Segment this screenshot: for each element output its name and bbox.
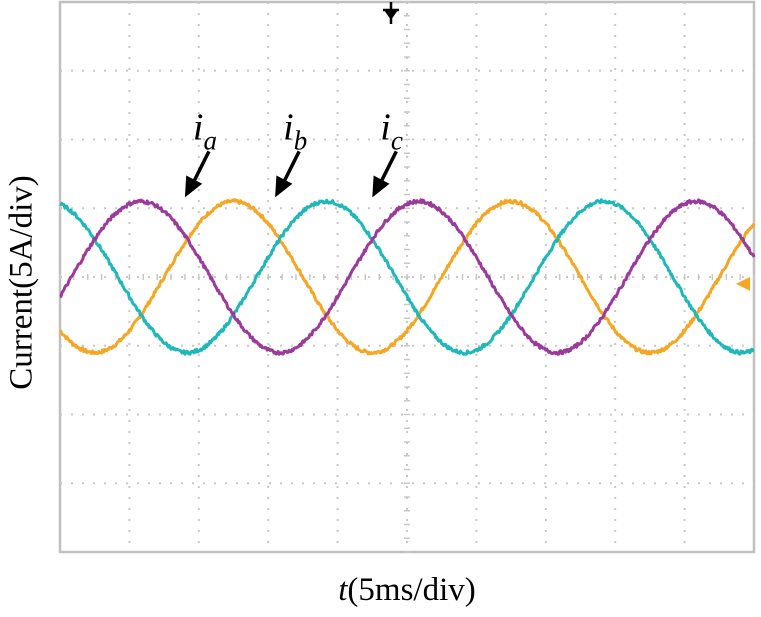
x-axis-label: t(5ms/div) [60, 572, 754, 609]
arrow-head-ia [184, 175, 203, 198]
arrow-head-ic [372, 175, 390, 198]
traces [58, 198, 756, 356]
level-marker-icon [736, 276, 750, 291]
label-subscript-a: a [203, 125, 217, 155]
label-subscript-c: c [391, 125, 403, 155]
grid [58, 0, 756, 554]
markers [383, 2, 750, 291]
trace-ib [59, 198, 755, 356]
arrow-head-ib [275, 175, 293, 198]
label-ic: ic [380, 106, 403, 155]
label-subscript-b: b [294, 125, 308, 155]
trace-ia [58, 198, 756, 356]
x-axis-var: t [338, 572, 348, 608]
y-axis-label: Current(5A/div) [3, 174, 40, 390]
annotations: ia ib ic [184, 106, 403, 198]
trace-ic [59, 198, 756, 356]
y-axis-label-wrap: Current(5A/div) [2, 12, 42, 552]
label-ia: ia [193, 106, 217, 155]
x-axis-unit: (5ms/div) [347, 572, 476, 608]
label-ib: ib [283, 106, 307, 155]
